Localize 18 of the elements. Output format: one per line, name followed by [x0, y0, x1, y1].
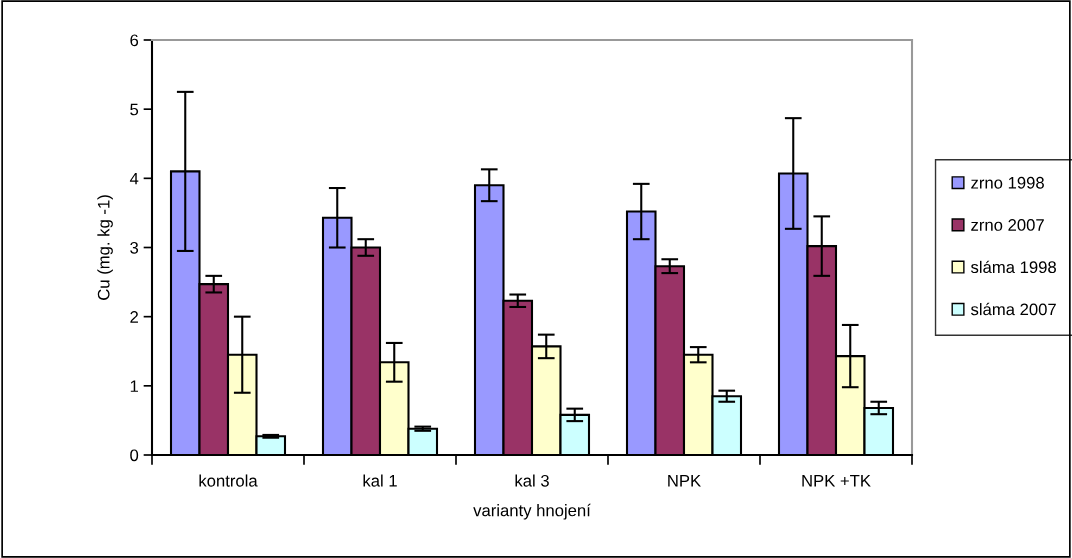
y-tick-label: 5 — [130, 103, 139, 116]
legend-label: zrno 1998 — [971, 176, 1044, 189]
x-tick-label: kal 3 — [515, 474, 549, 487]
x-tick-label: kontrola — [199, 474, 258, 487]
legend-label: sláma 2007 — [971, 302, 1056, 316]
y-tick-label: 1 — [130, 380, 138, 392]
x-tick-label: NPK +TK — [802, 475, 871, 487]
y-tick-label: 0 — [130, 449, 139, 462]
x-tick-label: kal 1 — [363, 474, 397, 487]
y-tick-label: 3 — [130, 241, 139, 254]
y-tick-label: 6 — [130, 34, 139, 47]
legend-label: sláma 1998 — [971, 260, 1056, 274]
x-axis-title: varianty hnojení — [473, 503, 591, 520]
legend-label: zrno 2007 — [971, 219, 1044, 231]
y-tick-label: 2 — [130, 311, 138, 323]
y-tick-label: 4 — [129, 172, 139, 185]
x-tick-label: NPK — [668, 475, 701, 487]
y-axis-title: Cu (mg. kg -1) — [97, 195, 113, 300]
